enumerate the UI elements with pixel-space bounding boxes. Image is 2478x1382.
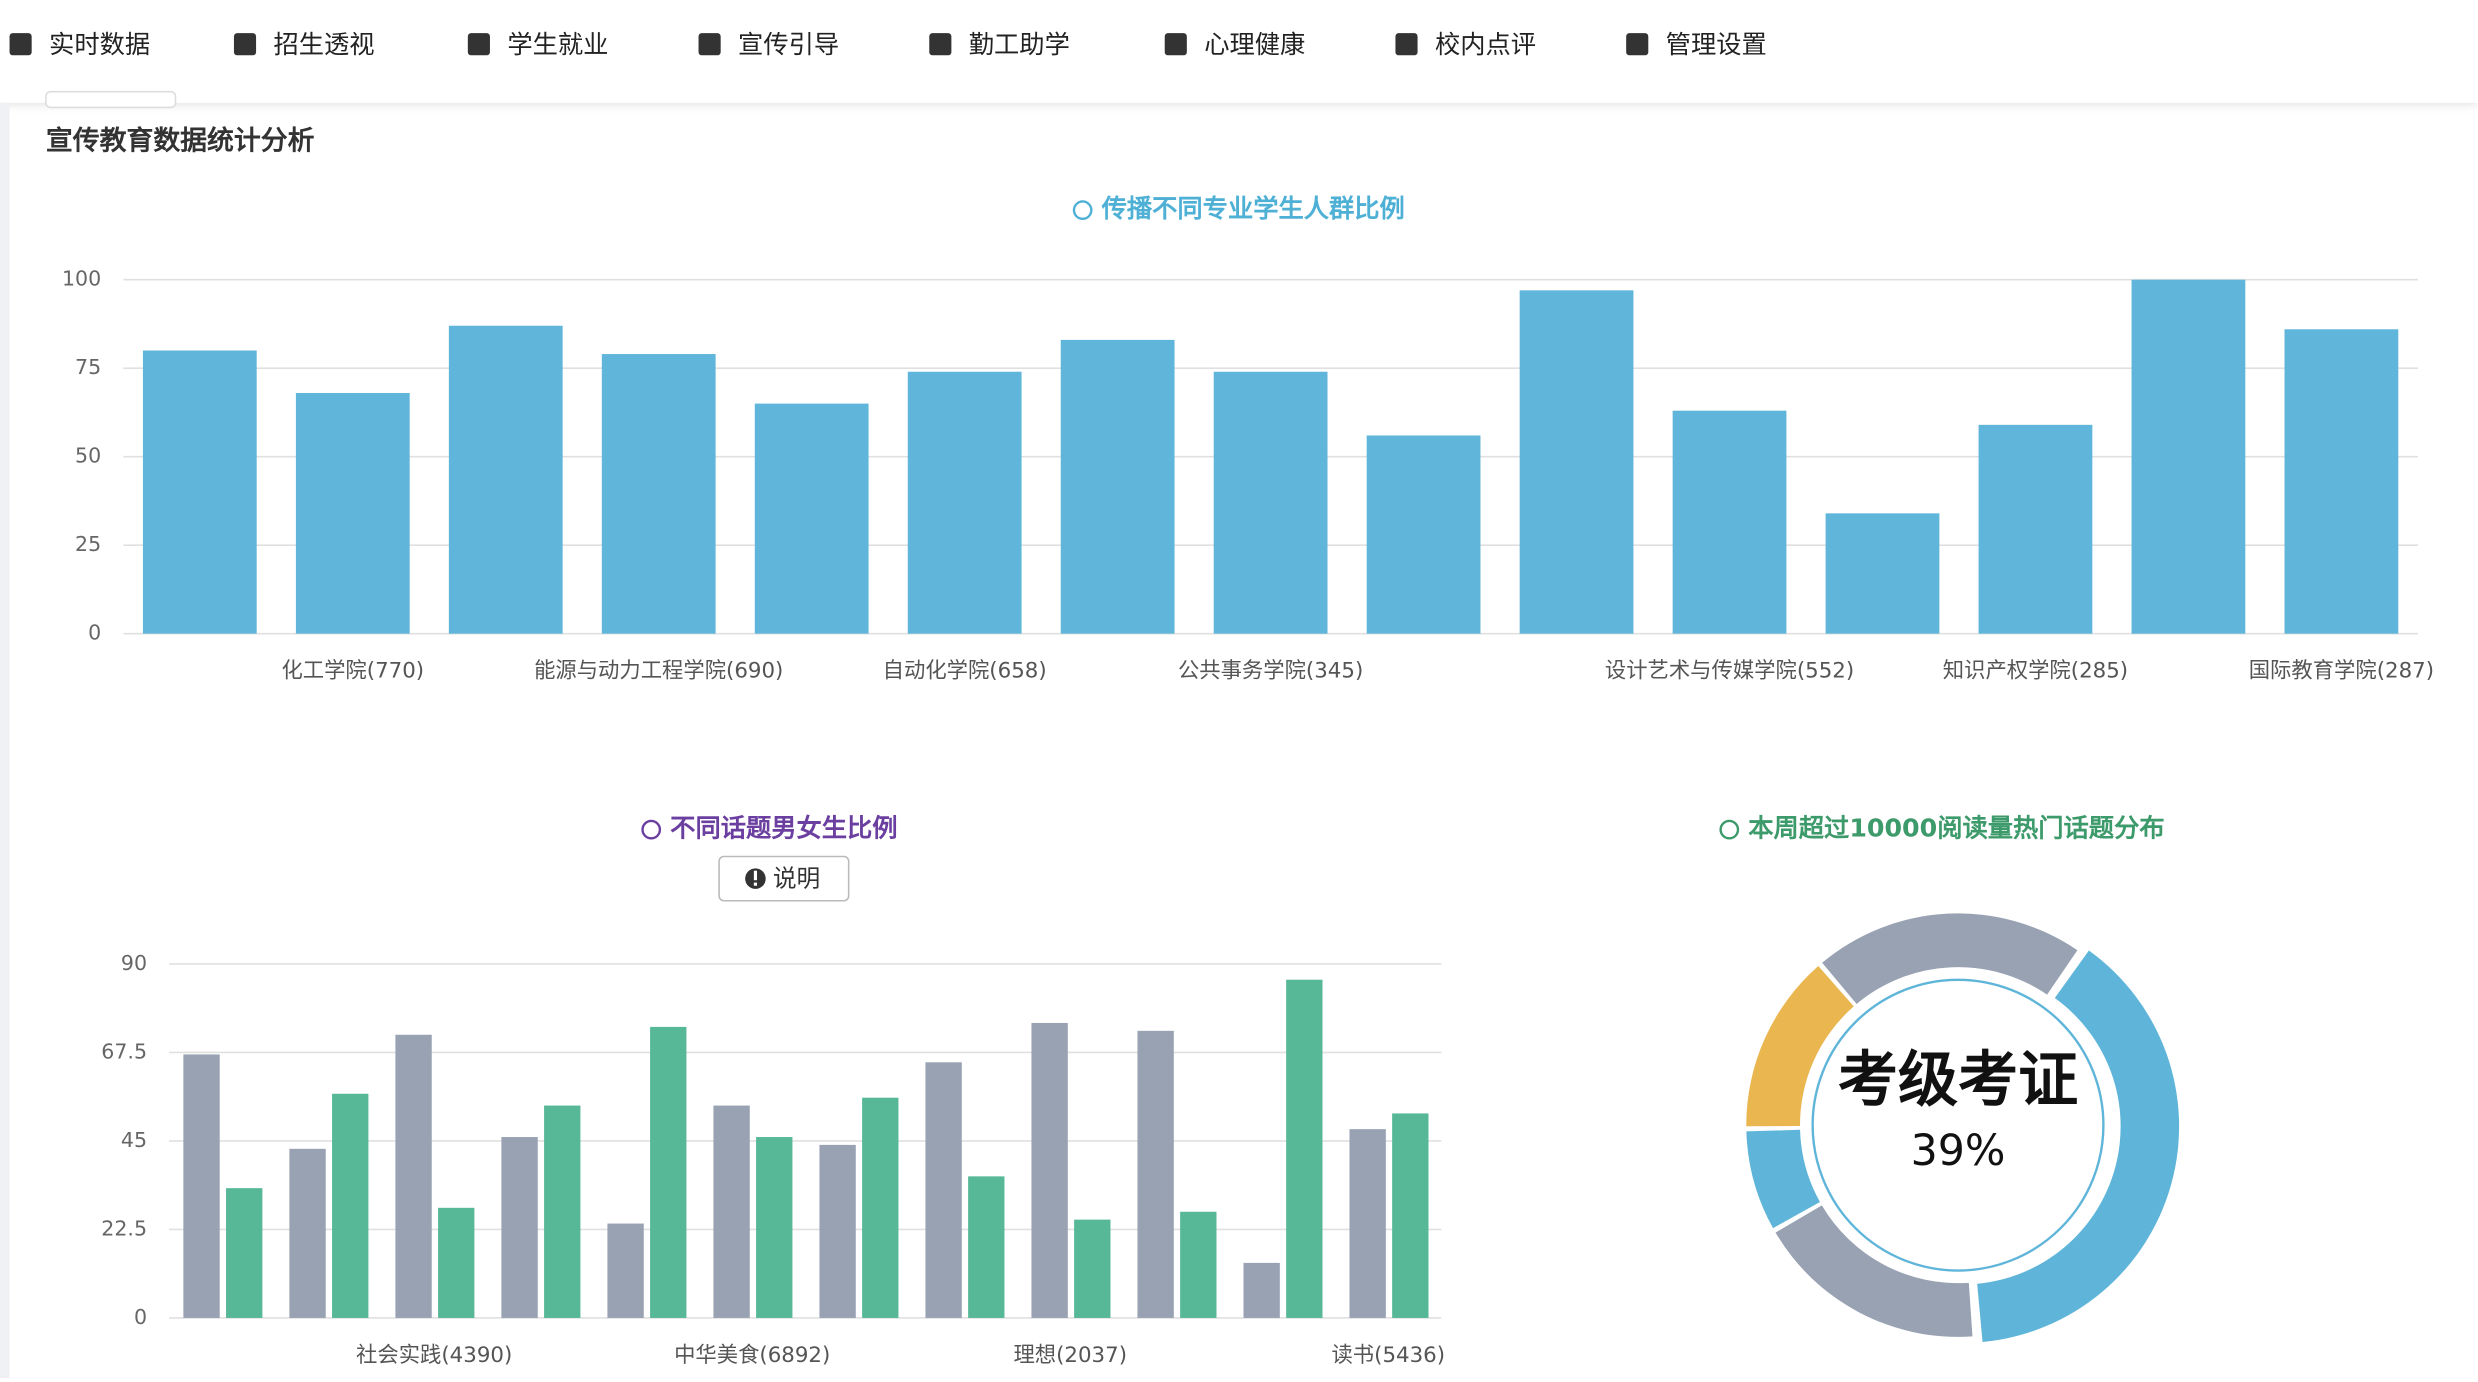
nav-item[interactable]: 勤工助学 [969, 30, 1070, 59]
bar [1137, 1030, 1174, 1318]
nav-item[interactable]: 管理设置 [1666, 30, 1767, 59]
x-tick-label: 能源与动力工程学院(690) [534, 659, 783, 684]
bar [713, 1105, 750, 1318]
bar [819, 1144, 856, 1318]
bar [1366, 435, 1481, 634]
bar [1060, 339, 1175, 634]
nav-icon [1626, 33, 1649, 56]
y-tick-label: 0 [134, 1305, 147, 1329]
center-value: 39% [1911, 1126, 2006, 1176]
bar [907, 371, 1022, 634]
nav-icon [1164, 33, 1187, 56]
bar [1519, 290, 1634, 634]
bar [601, 354, 716, 634]
bar [295, 392, 410, 634]
bar [862, 1097, 899, 1318]
bar [1286, 979, 1323, 1318]
bar [650, 1026, 687, 1318]
bar [289, 1148, 326, 1318]
bar [142, 350, 257, 634]
bar [1074, 1219, 1111, 1318]
x-tick-label: 社会实践(4390) [356, 1343, 512, 1368]
nav-icon [929, 33, 952, 56]
bar [1349, 1129, 1386, 1318]
y-tick-label: 22.5 [101, 1216, 147, 1240]
x-tick-label: 中华美食(6892) [674, 1343, 830, 1368]
nav-bar [0, 0, 2478, 103]
bar [1672, 410, 1787, 634]
pie-slice [1746, 966, 1854, 1127]
nav-icon [467, 33, 490, 56]
bar [183, 1054, 220, 1318]
tab-edge [45, 90, 177, 109]
chart-title: 不同话题男女生比例 [670, 814, 897, 843]
pie-slice [1822, 913, 2078, 1004]
chart-title: 传播不同专业学生人群比例 [1101, 194, 1405, 223]
y-tick-label: 67.5 [101, 1039, 147, 1063]
pie-slice [1746, 1129, 1820, 1229]
center-label: 考级考证 [1838, 1046, 2078, 1116]
page-title: 宣传教育数据统计分析 [46, 125, 315, 157]
chart-title: 本周超过10000阅读量热门话题分布 [1748, 814, 2164, 843]
bar [544, 1105, 581, 1318]
bar [2284, 329, 2399, 634]
nav-icon [9, 33, 32, 56]
nav-item[interactable]: 心理健康 [1204, 30, 1305, 59]
x-tick-label: 自动化学院(658) [883, 659, 1047, 684]
nav-icon [698, 33, 721, 56]
side-strip [0, 102, 10, 1378]
y-tick-label: 50 [75, 444, 101, 468]
y-tick-label: 45 [121, 1128, 147, 1152]
button-label[interactable]: 说明 [773, 865, 820, 893]
y-tick-label: 25 [75, 532, 101, 556]
bar [332, 1093, 369, 1318]
x-tick-label: 知识产权学院(285) [1943, 659, 2128, 684]
y-tick-label: 75 [75, 355, 101, 379]
bar [1031, 1022, 1068, 1318]
bar [1392, 1113, 1429, 1318]
nav-icon [1395, 33, 1418, 56]
nav-item[interactable]: 招生透视 [273, 30, 374, 59]
title-icon [1072, 200, 1093, 221]
bar [1243, 1262, 1280, 1318]
bar [1978, 424, 2093, 634]
bar [607, 1223, 644, 1318]
nav-item[interactable]: 实时数据 [49, 30, 150, 59]
bar [925, 1062, 962, 1318]
x-tick-label: 设计艺术与传媒学院(552) [1605, 659, 1854, 684]
nav-item[interactable]: 学生就业 [507, 30, 608, 59]
bar [226, 1188, 263, 1318]
bar [501, 1137, 538, 1318]
bar [1825, 513, 1940, 634]
nav-item[interactable]: 宣传引导 [738, 30, 839, 59]
y-tick-label: 0 [88, 621, 101, 645]
pie-slice [1775, 1205, 1973, 1337]
inner-ring [1811, 978, 2105, 1272]
x-tick-label: 国际教育学院(287) [2249, 659, 2434, 684]
bar [756, 1137, 793, 1318]
nav-icon [233, 33, 257, 56]
bar [754, 403, 869, 634]
bar [395, 1034, 432, 1318]
title-icon [1719, 819, 1740, 840]
x-tick-label: 公共事务学院(345) [1178, 659, 1363, 684]
bar [1213, 371, 1328, 634]
bar [968, 1176, 1005, 1318]
nav-item[interactable]: 校内点评 [1435, 30, 1536, 59]
y-tick-label: 100 [62, 267, 101, 291]
title-icon [641, 819, 662, 840]
bar [2131, 279, 2246, 634]
explain-button[interactable]: 说明 [718, 855, 850, 902]
y-tick-label: 90 [121, 951, 147, 975]
x-tick-label: 化工学院(770) [281, 659, 424, 684]
pie-slice [1977, 950, 2180, 1342]
bar [438, 1207, 475, 1318]
bar [1180, 1211, 1217, 1318]
bar [448, 325, 563, 634]
x-tick-label: 理想(2037) [1013, 1343, 1127, 1368]
x-tick-label: 读书(5436) [1331, 1343, 1445, 1368]
